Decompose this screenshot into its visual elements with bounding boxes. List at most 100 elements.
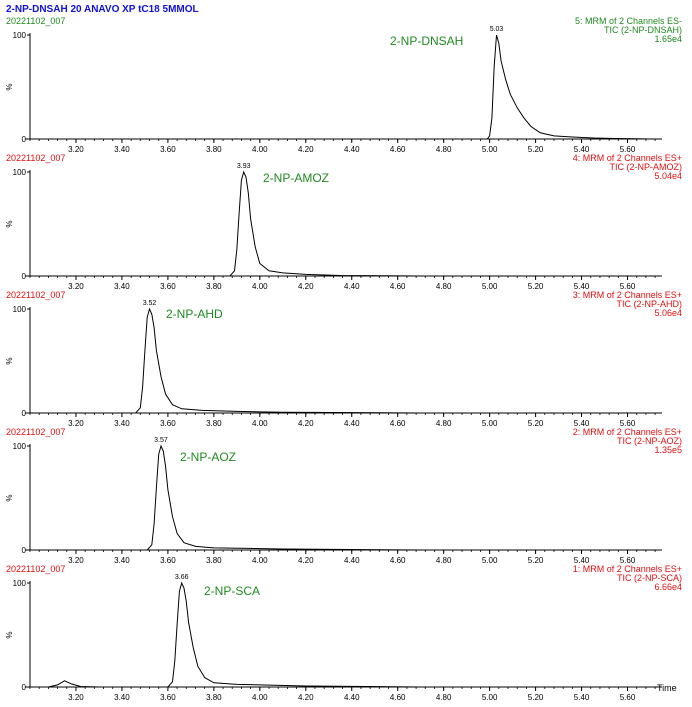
function-label: 2: MRM of 2 Channels ES+ <box>573 427 682 437</box>
x-tick-label: 4.20 <box>298 145 314 154</box>
function-label: 4: MRM of 2 Channels ES+ <box>573 153 682 163</box>
x-tick-label: 4.00 <box>252 145 268 154</box>
y-axis-label: % <box>5 357 14 364</box>
y-tick-label: 0 <box>22 546 27 555</box>
function-label: 1: MRM of 2 Channels ES+ <box>573 564 682 574</box>
x-tick-label: 4.00 <box>252 556 268 565</box>
y-tick-label: 100 <box>13 579 27 588</box>
x-tick-label: 5.20 <box>528 693 544 702</box>
x-tick-label: 4.20 <box>298 693 314 702</box>
x-tick-label: 3.40 <box>114 693 130 702</box>
x-tick-label: 4.00 <box>252 282 268 291</box>
chromatogram-panel: 20221102_007 4: MRM of 2 Channels ES+TIC … <box>5 153 682 291</box>
x-tick-label: 5.20 <box>528 419 544 428</box>
x-tick-label: 3.40 <box>114 556 130 565</box>
y-tick-label: 100 <box>13 305 27 314</box>
y-axis-label: % <box>5 83 14 90</box>
x-tick-label: 3.40 <box>114 282 130 291</box>
y-tick-label: 0 <box>22 135 27 144</box>
x-tick-label: 5.00 <box>482 145 498 154</box>
peak-apex-label: 3.57 <box>154 437 168 444</box>
x-tick-label: 5.00 <box>482 693 498 702</box>
sample-name: 20221102_007 <box>6 16 65 26</box>
x-tick-label: 3.60 <box>160 419 176 428</box>
x-tick-label: 3.80 <box>206 556 222 565</box>
x-tick-label: 4.60 <box>390 282 406 291</box>
x-tick-label: 5.00 <box>482 282 498 291</box>
chromatogram-panel: 20221102_007 2: MRM of 2 Channels ES+TIC … <box>5 427 682 565</box>
sample-name: 20221102_007 <box>6 564 65 574</box>
x-tick-label: 5.00 <box>482 556 498 565</box>
chromatogram-panels: 20221102_007 5: MRM of 2 Channels ES- TIC … <box>5 16 682 702</box>
x-tick-label: 4.40 <box>344 419 360 428</box>
compound-label: 2-NP-DNSAH <box>390 34 463 48</box>
x-tick-label: 3.80 <box>206 693 222 702</box>
x-tick-label: 5.40 <box>574 282 590 291</box>
x-tick-label: 3.60 <box>160 282 176 291</box>
chromatogram-panel: 20221102_007 5: MRM of 2 Channels ES-TIC … <box>5 16 682 154</box>
x-tick-label: 4.40 <box>344 693 360 702</box>
x-tick-label: 5.60 <box>620 693 636 702</box>
x-tick-label: 5.40 <box>574 145 590 154</box>
y-tick-label: 0 <box>22 683 27 692</box>
x-tick-label: 5.00 <box>482 419 498 428</box>
y-axis-label: % <box>5 494 14 501</box>
sample-name: 20221102_007 <box>6 427 65 437</box>
x-tick-label: 3.20 <box>68 556 84 565</box>
peak-apex-label: 3.93 <box>237 163 251 170</box>
chromatogram-trace <box>25 444 421 551</box>
x-tick-label: 3.20 <box>68 419 84 428</box>
x-tick-label: 4.40 <box>344 282 360 291</box>
x-tick-label: 5.40 <box>574 419 590 428</box>
chromatogram-trace <box>25 170 421 277</box>
peak-apex-label: 5.03 <box>490 26 504 33</box>
chromatogram-trace <box>25 34 651 140</box>
peak-apex-label: 3.52 <box>143 300 157 307</box>
intensity-label: 5.06e4 <box>654 308 682 318</box>
x-tick-label: 4.20 <box>298 282 314 291</box>
x-tick-label: 4.80 <box>436 282 452 291</box>
y-axis-label: % <box>5 220 14 227</box>
sample-name: 20221102_007 <box>6 290 65 300</box>
x-tick-label: 3.60 <box>160 145 176 154</box>
x-tick-label: 5.60 <box>620 556 636 565</box>
y-axis-label: % <box>5 631 14 638</box>
intensity-label: 1.65e4 <box>654 34 682 44</box>
y-tick-label: 100 <box>13 442 27 451</box>
channel-label: TIC (2-NP-AMOZ) <box>610 162 683 172</box>
x-tick-label: 3.20 <box>68 693 84 702</box>
x-tick-label: 4.80 <box>436 419 452 428</box>
x-tick-label: 5.40 <box>574 556 590 565</box>
y-tick-label: 100 <box>13 31 27 40</box>
x-tick-label: 3.40 <box>114 419 130 428</box>
x-tick-label: 3.60 <box>160 693 176 702</box>
x-tick-label: 5.20 <box>528 556 544 565</box>
y-tick-label: 100 <box>13 168 27 177</box>
x-tick-label: 5.20 <box>528 282 544 291</box>
x-tick-label: 4.80 <box>436 145 452 154</box>
x-tick-label: 3.20 <box>68 282 84 291</box>
x-tick-label: 3.80 <box>206 419 222 428</box>
x-axis-unit: Time <box>657 683 677 693</box>
x-tick-label: 4.20 <box>298 556 314 565</box>
sample-name: 20221102_007 <box>6 153 65 163</box>
function-label: 3: MRM of 2 Channels ES+ <box>573 290 682 300</box>
x-tick-label: 4.00 <box>252 419 268 428</box>
x-tick-label: 3.40 <box>114 145 130 154</box>
compound-label: 2-NP-AOZ <box>180 450 236 464</box>
x-tick-label: 4.80 <box>436 556 452 565</box>
x-tick-label: 4.00 <box>252 693 268 702</box>
chromatogram-trace <box>25 581 421 688</box>
x-tick-label: 4.60 <box>390 145 406 154</box>
channel-label: TIC (2-NP-AOZ) <box>617 436 682 446</box>
channel-label: TIC (2-NP-AHD) <box>617 299 683 309</box>
compound-label: 2-NP-SCA <box>204 584 260 598</box>
chromatogram-panel: 20221102_007 3: MRM of 2 Channels ES+TIC … <box>5 290 682 428</box>
x-tick-label: 5.60 <box>620 282 636 291</box>
chromatogram-trace <box>25 307 421 414</box>
x-tick-label: 4.40 <box>344 556 360 565</box>
channel-label: TIC (2-NP-SCA) <box>617 573 682 583</box>
function-label: 5: MRM of 2 Channels ES- <box>575 16 682 26</box>
x-tick-label: 4.60 <box>390 556 406 565</box>
